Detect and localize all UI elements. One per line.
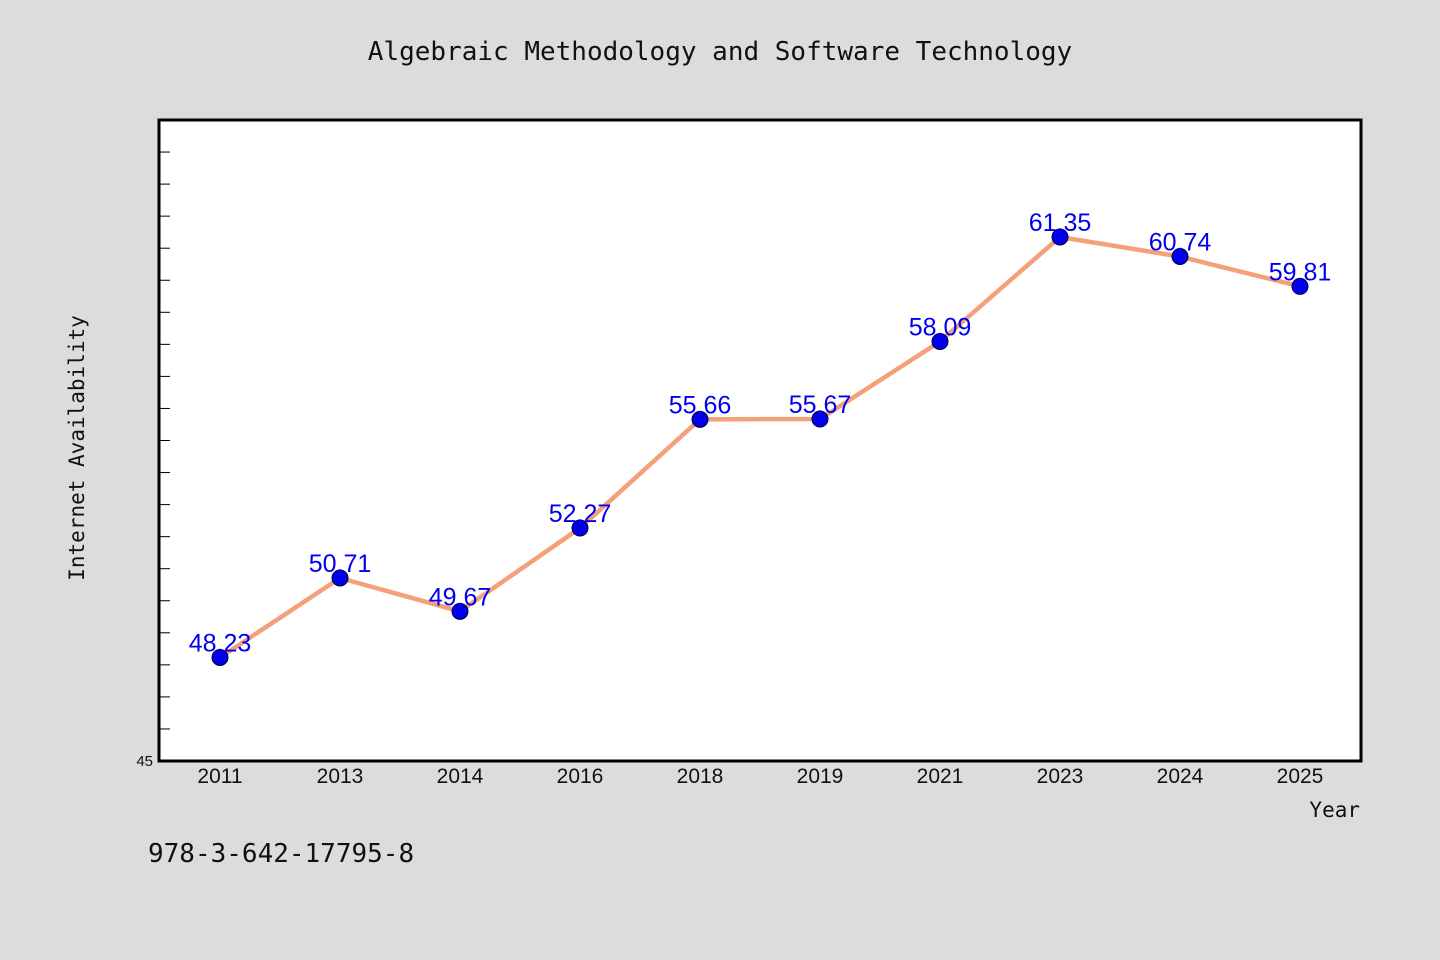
x-tick-label: 2025 (1277, 765, 1324, 788)
x-tick-label: 2014 (437, 765, 484, 788)
data-point (211, 648, 229, 666)
data-label: 58.09 (909, 313, 972, 341)
data-point (451, 602, 469, 620)
data-point (571, 519, 589, 537)
data-point (931, 332, 949, 350)
chart-title: Algebraic Methodology and Software Techn… (368, 37, 1072, 67)
series-group: 48.23 50.71 49.67 52.27 55.66 55.67 58.09 61.35… (189, 209, 1332, 666)
x-tick-label: 2016 (557, 765, 604, 788)
y-tick-label: 45 (136, 753, 153, 770)
y-ticks: 45 (136, 119, 170, 770)
x-tick-labels: 2011 2013 2014 2016 2018 2019 2021 2023 2024 2025 (197, 765, 1323, 788)
data-point (331, 569, 349, 587)
data-label: 48.23 (189, 629, 252, 657)
data-label: 50.71 (309, 550, 372, 578)
data-label: 55.67 (789, 391, 852, 419)
data-point (691, 410, 709, 428)
data-label: 49.67 (429, 583, 492, 611)
x-tick-label: 2021 (917, 765, 964, 788)
data-point (1291, 277, 1309, 295)
data-label: 61.35 (1029, 209, 1092, 237)
x-tick-label: 2023 (1037, 765, 1084, 788)
x-axis-label: Year (1309, 798, 1360, 822)
data-label: 59.81 (1269, 258, 1332, 286)
y-axis-label: Internet Availability (65, 315, 89, 581)
data-label: 52.27 (549, 500, 612, 528)
x-tick-label: 2018 (677, 765, 724, 788)
data-point (1171, 248, 1189, 266)
x-tick-label: 2024 (1157, 765, 1204, 788)
data-point (811, 410, 829, 428)
plot-area (157, 118, 1363, 763)
isbn-text: 978-3-642-17795-8 (148, 839, 414, 869)
x-tick-label: 2019 (797, 765, 844, 788)
series-line (217, 234, 1303, 660)
x-tick-label: 2011 (197, 765, 242, 788)
x-tick-label: 2013 (317, 765, 364, 788)
data-label: 60.74 (1149, 229, 1212, 257)
data-label: 55.66 (669, 391, 732, 419)
data-point (1051, 228, 1069, 246)
